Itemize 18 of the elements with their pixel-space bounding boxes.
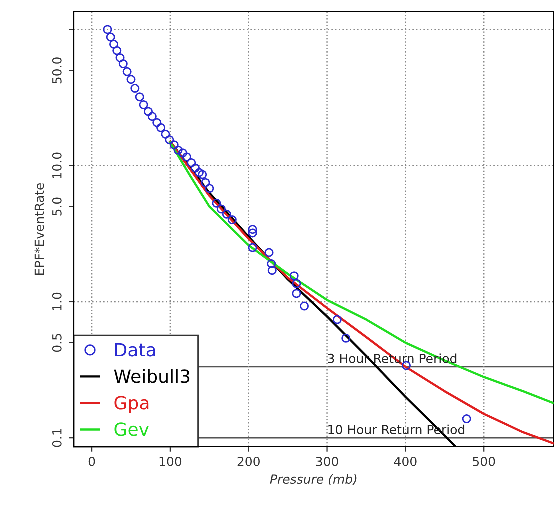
y-axis-title: EPF*EventRate: [34, 183, 44, 275]
x-tick-label: 100: [160, 456, 182, 466]
y-tick-label: 0.1: [52, 429, 62, 448]
y-tick-label: 10.0: [52, 152, 62, 178]
x-tick-label: 300: [316, 456, 338, 466]
x-tick-label: 400: [394, 456, 417, 466]
legend-label: Weibull3: [114, 369, 190, 384]
legend-label: Gev: [114, 422, 149, 436]
y-tick-label: 5.0: [52, 198, 62, 216]
x-tick-label: 200: [238, 456, 260, 466]
legend-label: Gpa: [114, 396, 149, 414]
legend-label: Data: [115, 343, 156, 357]
y-tick-label: 0.5: [52, 334, 62, 352]
x-axis-title: Pressure (mb): [270, 474, 357, 486]
y-tick-label: 50.0: [52, 58, 62, 84]
x-tick-label: 0: [88, 456, 96, 466]
x-tick-label: 500: [473, 456, 496, 466]
y-tick-label: 1.0: [52, 292, 62, 311]
